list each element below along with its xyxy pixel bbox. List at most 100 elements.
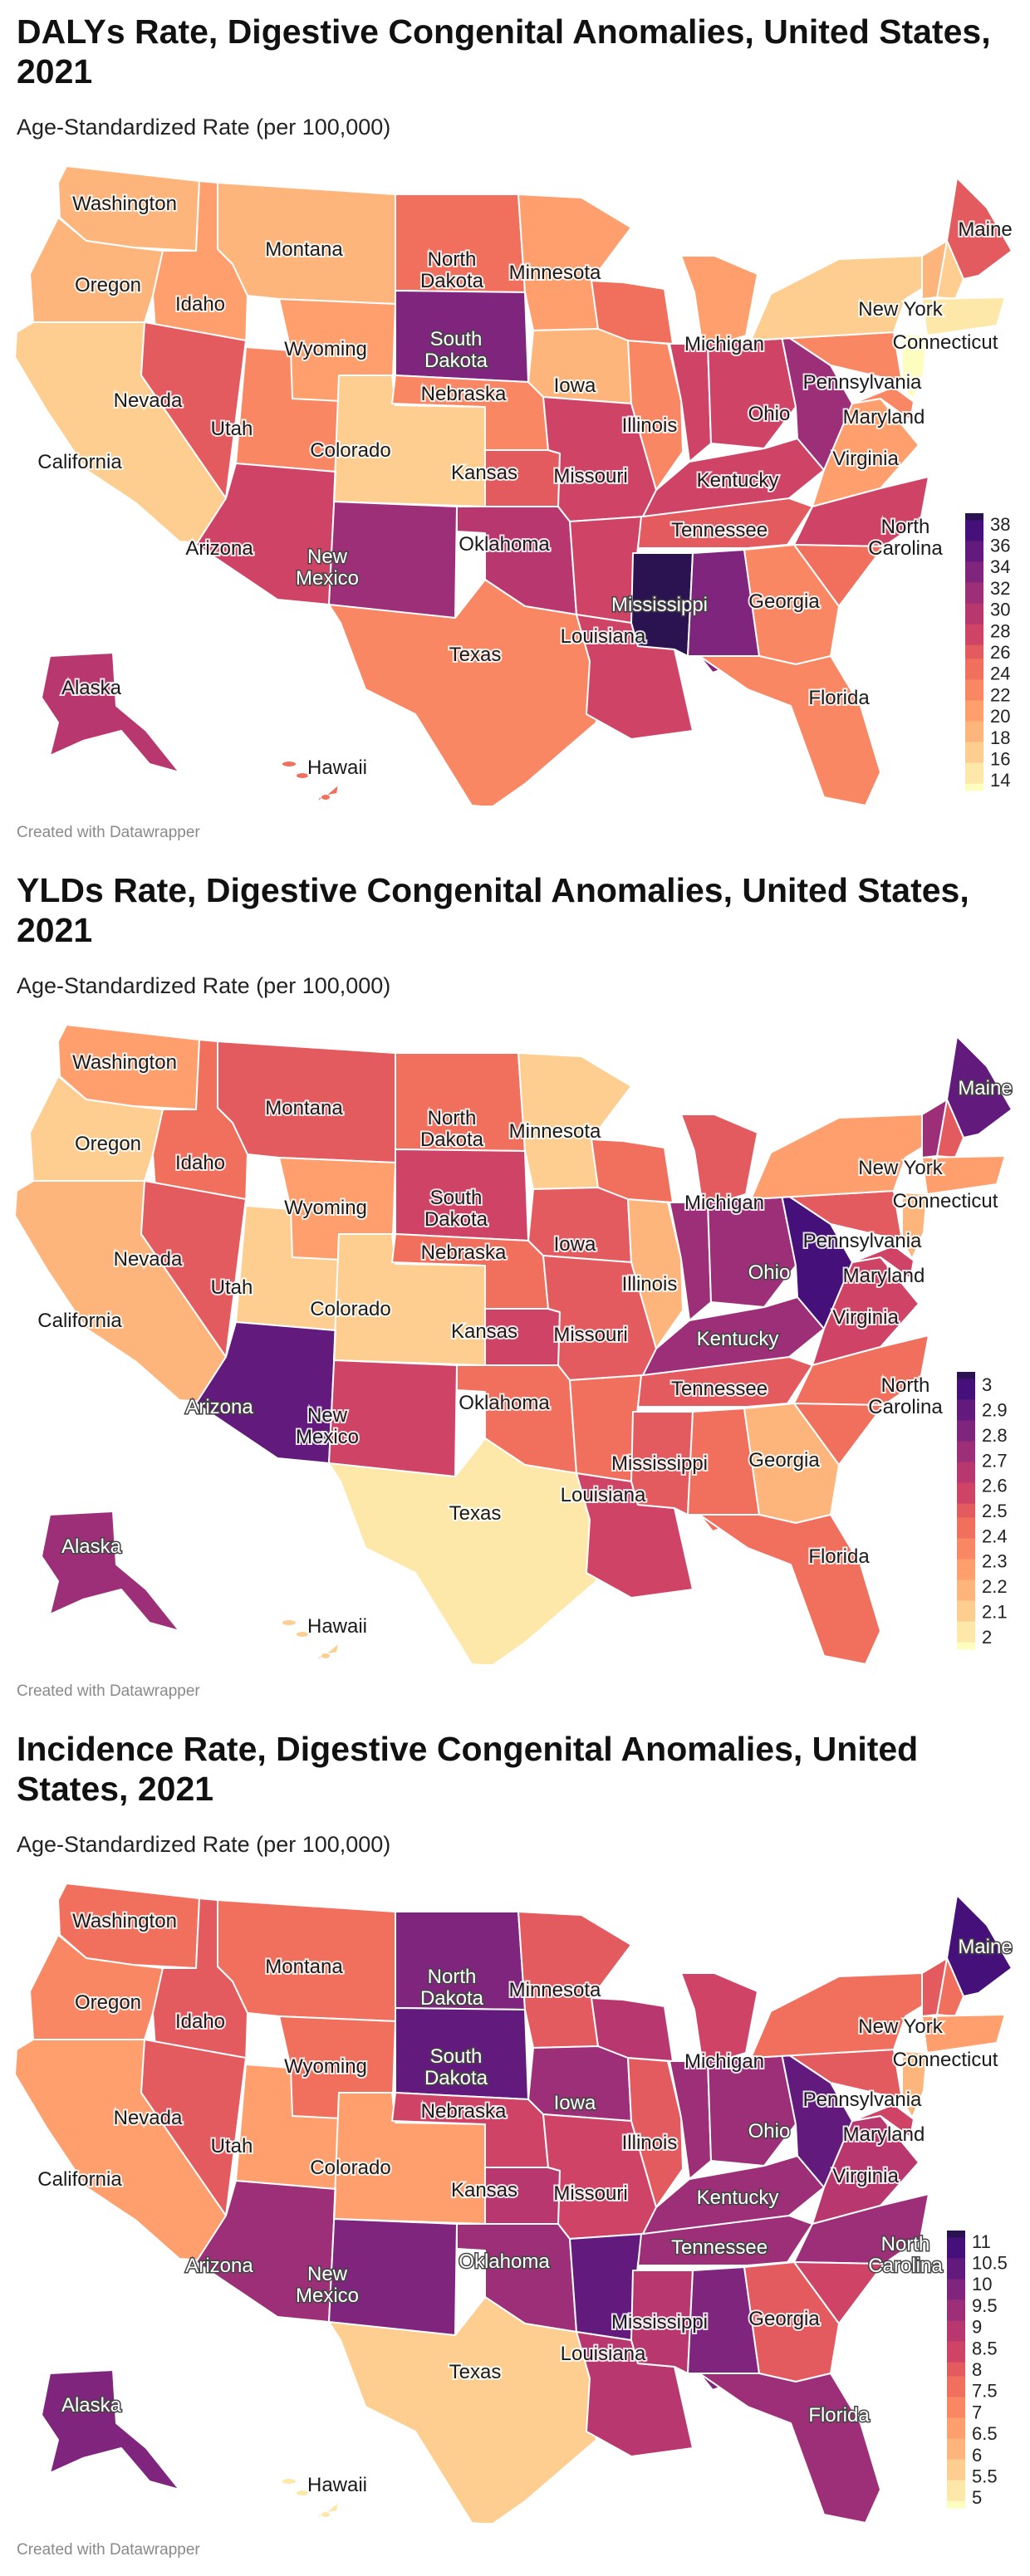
legend-swatch (965, 769, 983, 777)
state-label-tennessee: Tennessee (671, 1378, 768, 1400)
legend-swatch (957, 1385, 975, 1393)
legend-swatch (947, 2500, 965, 2509)
legend-swatch (965, 630, 983, 639)
legend-swatch (947, 2376, 965, 2384)
state-label-maryland: Maryland (843, 2123, 925, 2146)
state-label-virginia: Virginia (832, 2165, 899, 2187)
legend-tick-label: 7 (972, 2402, 982, 2422)
state-label-georgia: Georgia (748, 2308, 820, 2330)
state-indiana (669, 2060, 712, 2180)
state-oregon (29, 1934, 164, 2040)
legend-tick-label: 5.5 (972, 2466, 998, 2486)
legend-swatch (957, 1545, 975, 1553)
state-indiana (669, 343, 712, 463)
state-label-colorado: Colorado (310, 1298, 390, 1320)
legend-swatch (957, 1379, 975, 1387)
legend-swatch (957, 1614, 975, 1623)
legend-swatch (965, 735, 983, 743)
hawaii-islet (297, 1632, 308, 1637)
state-vermont (921, 1957, 948, 2017)
map-panel-ylds: YLDs Rate, Digestive Congenital Anomalie… (0, 859, 1030, 1717)
legend-swatch (947, 2231, 965, 2238)
state-label-nebraska: Nebraska (421, 1241, 507, 1264)
state-label-iowa: Iowa (554, 2092, 596, 2114)
legend-swatch (957, 1399, 975, 1408)
hawaii-islet (297, 2490, 308, 2495)
state-label-nebraska: Nebraska (421, 383, 507, 405)
legend-swatch (947, 2494, 965, 2502)
legend-swatch (957, 1372, 975, 1379)
legend-swatch (965, 520, 983, 528)
legend-swatch (957, 1427, 975, 1435)
legend-tick-label: 2.3 (982, 1551, 1008, 1572)
state-label-pennsylvania: Pennsylvania (803, 1230, 922, 1252)
state-label-south-dakota: South Dakota (424, 2045, 488, 2089)
legend-tick-label: 2.9 (982, 1400, 1008, 1421)
legend-swatch (957, 1635, 975, 1643)
legend-swatch (947, 2459, 965, 2467)
state-label-texas: Texas (449, 1502, 502, 1525)
state-label-illinois: Illinois (622, 2132, 678, 2154)
hawaii-islet (282, 1620, 296, 1625)
state-label-oklahoma: Oklahoma (459, 2250, 550, 2273)
state-label-alaska: Alaska (61, 677, 122, 699)
us-choropleth-map: Washington Oregon California Idaho Nevada Uta… (14, 165, 1014, 806)
state-florida (699, 655, 881, 806)
legend-tick-label: 3 (982, 1374, 992, 1395)
state-label-idaho: Idaho (175, 2010, 225, 2033)
state-label-washington: Washington (72, 1051, 177, 1074)
chart-title: DALYs Rate, Digestive Congenital Anomali… (17, 12, 991, 91)
state-labels: Washington Oregon California Idaho Nevada Uta… (36, 1050, 1013, 1639)
state-vermont (921, 1099, 948, 1158)
legend-swatch (947, 2383, 965, 2391)
legend-swatch (965, 700, 983, 708)
state-label-new-mexico: New Mexico (296, 2263, 359, 2307)
state-label-iowa: Iowa (554, 375, 596, 397)
state-alaska (41, 652, 180, 773)
state-new-jersey (901, 2050, 928, 2118)
state-label-iowa: Iowa (554, 1233, 596, 1256)
legend-swatch (947, 2432, 965, 2440)
legend-swatch (965, 555, 983, 563)
state-label-kansas: Kansas (451, 462, 517, 484)
legend-swatch (947, 2299, 965, 2308)
legend-swatch (947, 2397, 965, 2405)
state-label-georgia: Georgia (748, 1449, 820, 1472)
state-maryland (851, 1245, 915, 1280)
hawaii-islet (297, 773, 308, 778)
state-label-south-dakota: South Dakota (424, 1187, 488, 1231)
legend-swatch (957, 1586, 975, 1594)
legend-tick-label: 24 (990, 664, 1010, 684)
legend-swatch (947, 2445, 965, 2453)
legend-swatch (965, 652, 983, 659)
state-label-missouri: Missouri (553, 2182, 627, 2205)
state-new-jersey (901, 333, 928, 401)
state-label-mississippi: Mississippi (611, 2311, 708, 2334)
legend-tick-label: 2.1 (982, 1601, 1008, 1622)
legend-swatch (947, 2355, 965, 2363)
legend-swatch (947, 2480, 965, 2488)
legend-tick-label: 26 (990, 642, 1010, 663)
legend-swatch (957, 1642, 975, 1650)
state-shapes (14, 165, 1013, 806)
us-choropleth-map: Washington Oregon California Idaho Nevada Uta… (14, 1883, 1013, 2523)
legend-tick-label: 20 (990, 706, 1010, 727)
legend-swatch (947, 2362, 965, 2370)
legend-swatch (965, 624, 983, 632)
legend-swatch (957, 1413, 975, 1422)
map-panel-dalys: DALYs Rate, Digestive Congenital Anomali… (0, 0, 1030, 859)
legend-swatch (957, 1447, 975, 1456)
state-label-california: California (37, 2168, 122, 2191)
state-label-connecticut: Connecticut (893, 331, 998, 354)
legend-tick-label: 2.7 (982, 1450, 1008, 1471)
legend-swatch (947, 2473, 965, 2481)
legend-swatch (947, 2251, 965, 2259)
state-label-hawaii: Hawaii (307, 2474, 367, 2496)
state-label-illinois: Illinois (622, 1273, 678, 1295)
state-label-kansas: Kansas (451, 1320, 517, 1343)
legend-swatch (965, 603, 983, 611)
state-label-minnesota: Minnesota (509, 1120, 601, 1143)
legend-tick-label: 34 (990, 556, 1010, 577)
legend-swatch (947, 2390, 965, 2397)
